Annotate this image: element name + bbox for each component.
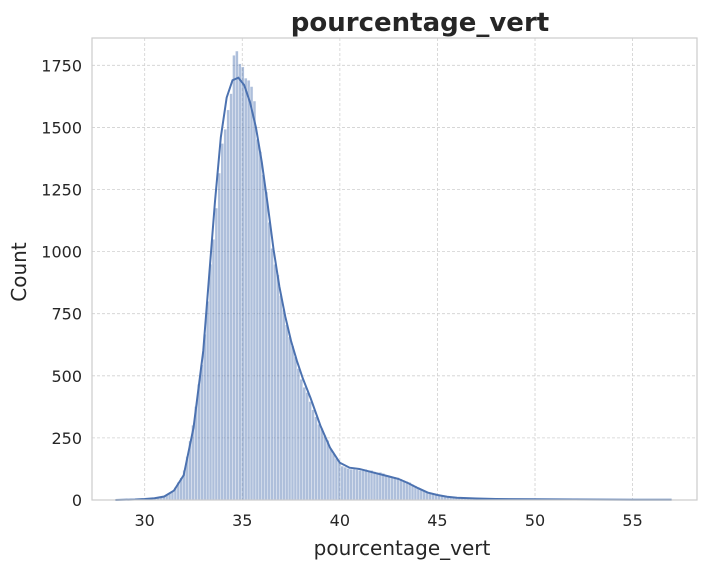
histogram-bar <box>405 481 409 501</box>
x-tick-label: 55 <box>622 511 642 530</box>
histogram-bar <box>320 428 324 501</box>
histogram-bar <box>229 93 233 501</box>
histogram-bar <box>305 392 309 501</box>
histogram-bar <box>205 301 210 501</box>
grid-lines <box>92 38 697 501</box>
histogram-bar <box>326 440 330 501</box>
histogram-bar <box>235 50 239 501</box>
histogram-bar <box>317 424 321 501</box>
histogram-bar <box>197 384 201 501</box>
histogram-bar <box>393 476 397 501</box>
histogram-bar <box>226 109 230 501</box>
histogram-bar <box>244 77 248 501</box>
histogram-bar <box>200 364 204 501</box>
histogram-bar <box>246 80 251 501</box>
y-tick-label: 1500 <box>41 118 82 137</box>
x-tick-label: 30 <box>135 511 155 530</box>
histogram-bar <box>337 462 342 501</box>
histogram-bar <box>355 469 359 501</box>
y-tick-label: 1250 <box>41 181 82 200</box>
y-ticks: 0 250 500 750 1000 1250 1500 1750 <box>41 56 82 510</box>
y-axis-label: Count <box>7 242 31 302</box>
histogram-bar <box>399 478 403 501</box>
histogram-bar <box>282 309 286 501</box>
histogram-bar <box>323 435 327 501</box>
histogram-bar <box>328 448 333 501</box>
histogram-bar <box>367 470 371 501</box>
histogram-bar <box>364 469 368 501</box>
plot-frame <box>91 37 698 501</box>
histogram-bar <box>296 368 301 501</box>
histogram-bar <box>311 409 315 501</box>
histogram-bar <box>331 453 336 501</box>
histogram-bar <box>387 475 391 501</box>
histogram-bar <box>346 468 350 501</box>
histogram-bar <box>208 263 213 501</box>
histogram-bar <box>396 477 400 501</box>
histogram-bar <box>290 345 295 501</box>
histogram-bar <box>220 143 224 501</box>
histogram-bar <box>375 472 380 501</box>
histogram-bar <box>264 191 268 501</box>
histogram-bar <box>238 63 242 501</box>
histogram-bar <box>267 222 271 501</box>
histogram-bar <box>384 475 388 501</box>
histogram-bar <box>349 468 353 501</box>
histogram-bar <box>343 466 347 501</box>
y-tick-label: 1750 <box>41 56 82 75</box>
kde-line <box>115 76 672 501</box>
histogram-bar <box>287 336 292 501</box>
histogram-bar <box>340 465 344 501</box>
histogram-bar <box>299 379 303 501</box>
histogram-bar <box>372 471 377 501</box>
y-tick-label: 0 <box>72 491 82 510</box>
histogram-bar <box>258 151 262 501</box>
histogram-bar <box>361 470 365 501</box>
x-tick-label: 45 <box>427 511 447 530</box>
histogram-bar <box>249 86 254 501</box>
y-tick-label: 500 <box>51 367 82 386</box>
histogram-bar <box>261 174 265 501</box>
y-tick-label: 750 <box>51 305 82 324</box>
x-tick-label: 40 <box>330 511 350 530</box>
histogram-bar <box>293 356 298 501</box>
histogram-bar <box>276 274 280 501</box>
histogram-bar <box>390 476 394 501</box>
x-tick-label: 50 <box>525 511 545 530</box>
histogram-bar <box>369 470 374 501</box>
x-axis-label: pourcentage_vert <box>314 536 491 560</box>
histogram-bar <box>241 66 245 501</box>
x-tick-label: 35 <box>232 511 252 530</box>
histogram-bar <box>314 416 318 501</box>
y-tick-label: 1000 <box>41 243 82 262</box>
y-tick-label: 250 <box>51 429 82 448</box>
histogram-bar <box>255 138 260 501</box>
histogram-bar <box>203 334 207 501</box>
histogram-bar <box>223 129 227 501</box>
histogram-bar <box>358 470 362 501</box>
histogram-bar <box>352 468 356 501</box>
histogram-bar <box>334 458 339 501</box>
histogram-bar <box>402 480 406 501</box>
histogram-bar <box>381 473 385 501</box>
histogram-bar <box>232 55 236 501</box>
chart-title: pourcentage_vert <box>291 8 549 38</box>
histogram-bar <box>214 207 219 501</box>
histogram-bar <box>302 387 306 501</box>
histogram-bar <box>270 248 274 501</box>
x-ticks: 30 35 40 45 50 55 <box>135 511 643 530</box>
histogram-bar <box>252 100 257 501</box>
histogram-bar <box>273 264 277 501</box>
histogram-bar <box>285 324 289 501</box>
histogram-bar <box>308 401 312 501</box>
histogram-bar <box>279 295 283 501</box>
histogram-bar <box>217 172 221 501</box>
histogram-bar <box>378 472 382 501</box>
histogram-bar <box>211 239 216 501</box>
